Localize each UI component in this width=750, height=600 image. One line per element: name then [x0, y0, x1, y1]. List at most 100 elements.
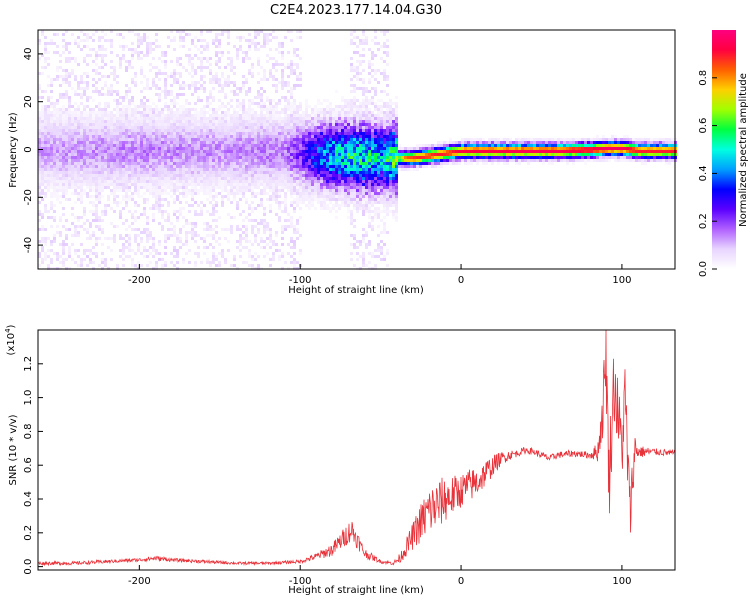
spectrogram-cell: [326, 195, 329, 198]
spectrogram-cell: [281, 78, 284, 81]
spectrogram-cell: [242, 246, 245, 249]
spectrogram-cell: [356, 123, 359, 126]
spectrogram-cell: [74, 156, 77, 159]
spectrogram-cell: [158, 141, 161, 144]
spectrogram-cell: [362, 60, 365, 63]
spectrogram-cell: [350, 132, 353, 135]
spectrogram-cell: [251, 132, 254, 135]
spectrogram-cell: [164, 210, 167, 213]
spectrogram-cell: [170, 186, 173, 189]
spectrogram-cell: [155, 252, 158, 255]
spectrogram-cell: [203, 90, 206, 93]
spectrogram-cell: [158, 153, 161, 156]
spectrogram-cell: [329, 183, 332, 186]
spectrogram-cell: [50, 39, 53, 42]
spectrogram-cell: [269, 171, 272, 174]
spectrogram-cell: [356, 165, 359, 168]
spectrogram-cell: [68, 81, 71, 84]
spectrogram-cell: [290, 30, 293, 33]
spectrogram-cell: [170, 39, 173, 42]
spectrogram-cell: [89, 138, 92, 141]
spectrogram-cell: [203, 147, 206, 150]
spectrogram-cell: [209, 78, 212, 81]
spectrogram-cell: [278, 144, 281, 147]
spectrogram-cell: [323, 129, 326, 132]
spectrogram-cell: [215, 72, 218, 75]
spectrogram-cell: [41, 123, 44, 126]
spectrogram-cell: [92, 234, 95, 237]
spectrogram-cell: [266, 222, 269, 225]
spectrogram-cell: [302, 129, 305, 132]
spectrogram-cell: [71, 207, 74, 210]
spectrogram-cell: [143, 87, 146, 90]
spectrogram-cell: [86, 120, 89, 123]
spectrogram-cell: [155, 45, 158, 48]
spectrogram-cell: [206, 111, 209, 114]
spectrogram-cell: [200, 210, 203, 213]
spectrogram-cell: [95, 132, 98, 135]
spectrogram-cell: [128, 198, 131, 201]
spectrogram-cell: [104, 144, 107, 147]
spectrogram-cell: [68, 168, 71, 171]
spectrogram-cell: [173, 147, 176, 150]
spectrogram-cell: [128, 63, 131, 66]
spectrogram-cell: [200, 75, 203, 78]
spectrogram-cell: [62, 225, 65, 228]
spectrogram-cell: [296, 180, 299, 183]
spectrogram-cell: [50, 153, 53, 156]
spectrogram-cell: [359, 42, 362, 45]
spectrogram-cell: [56, 114, 59, 117]
spectrogram-cell: [65, 138, 68, 141]
spectrogram-cell: [212, 180, 215, 183]
spectrogram-cell: [182, 45, 185, 48]
spectrogram-cell: [170, 111, 173, 114]
spectrogram-cell: [158, 45, 161, 48]
spectrogram-cell: [158, 150, 161, 153]
spectrogram-cell: [152, 114, 155, 117]
spectrogram-cell: [332, 183, 335, 186]
spectrogram-cell: [203, 129, 206, 132]
spectrogram-cell: [179, 183, 182, 186]
spectrogram-cell: [302, 171, 305, 174]
spectrogram-cell: [296, 30, 299, 33]
spectrogram-cell: [203, 75, 206, 78]
spectrogram-cell: [122, 45, 125, 48]
spectrogram-cell: [227, 165, 230, 168]
spectrogram-cell: [74, 78, 77, 81]
spectrogram-cell: [185, 123, 188, 126]
spectrogram-cell: [74, 231, 77, 234]
spectrogram-cell: [317, 171, 320, 174]
spectrogram-cell: [116, 138, 119, 141]
spectrogram-cell: [47, 174, 50, 177]
spectrogram-cell: [167, 36, 170, 39]
spectrogram-cell: [287, 132, 290, 135]
spectrogram-cell: [71, 117, 74, 120]
spectrogram-cell: [197, 99, 200, 102]
spectrogram-cell: [203, 138, 206, 141]
spectrogram-cell: [161, 264, 164, 267]
spectrogram-cell: [314, 180, 317, 183]
spectrogram-cell: [236, 93, 239, 96]
spectrogram-cell: [236, 174, 239, 177]
spectrogram-cell: [83, 258, 86, 261]
spectrogram-cell: [131, 258, 134, 261]
spectrogram-cell: [104, 210, 107, 213]
spectrogram-cell: [50, 207, 53, 210]
spectrogram-cell: [230, 129, 233, 132]
spectrogram-cell: [317, 165, 320, 168]
spectrogram-cell: [122, 195, 125, 198]
spectrogram-cell: [353, 114, 356, 117]
spectrogram-cell: [116, 174, 119, 177]
spectrogram-cell: [281, 75, 284, 78]
spectrogram-cell: [131, 153, 134, 156]
spectrogram-cell: [176, 189, 179, 192]
spectrogram-cell: [242, 99, 245, 102]
spectrogram-cell: [296, 162, 299, 165]
spectrogram-cell: [206, 99, 209, 102]
spectrogram-cell: [125, 198, 128, 201]
spectrogram-cell: [140, 111, 143, 114]
spectrogram-cell: [245, 177, 248, 180]
spectrogram-cell: [179, 240, 182, 243]
spectrogram-cell: [302, 159, 305, 162]
spectrogram-cell: [170, 228, 173, 231]
